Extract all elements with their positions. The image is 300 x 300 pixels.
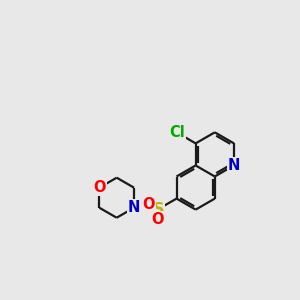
Text: S: S <box>152 202 164 217</box>
Text: O: O <box>142 197 155 212</box>
Text: O: O <box>151 212 164 227</box>
Text: O: O <box>93 180 106 195</box>
Text: N: N <box>228 158 240 173</box>
Text: Cl: Cl <box>169 125 185 140</box>
Text: N: N <box>128 200 140 215</box>
